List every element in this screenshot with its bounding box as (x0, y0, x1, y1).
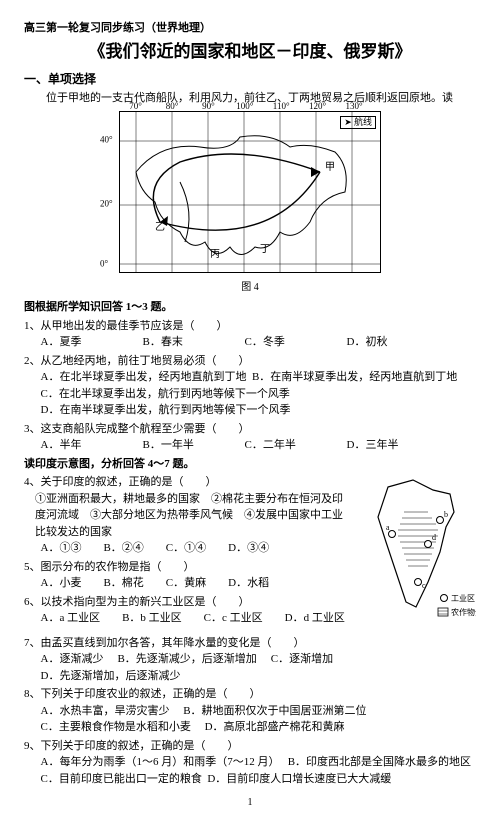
svg-text:丁: 丁 (260, 244, 270, 255)
question-text: 4、关于印度的叙述，正确的是（ ） (24, 474, 350, 491)
svg-text:d: d (432, 533, 436, 542)
question-7: 7、由孟买直线到加尔各答，其年降水量的变化是（ ） A．逐渐减少 B．先逐渐减少… (24, 635, 476, 685)
option-d: D．目前印度人口增长速度已大大减缓 (207, 773, 391, 785)
question-8: 8、下列关于印度农业的叙述，正确的是（ ） A．水热丰富，旱涝灾害少 B．耕地面… (24, 686, 476, 736)
map-frame: 70° 80° 90° 100° 110° 120° 130° 40° 20° … (119, 111, 381, 273)
map-caption: 图 4 (24, 280, 476, 295)
question-text: 2、从乙地经丙地，前往丁地贸易必须（ ） (24, 353, 476, 370)
svg-text:农作物分布区: 农作物分布区 (451, 607, 476, 617)
question-5: 5、图示分布的农作物是指（ ） A．小麦 B．棉花 C．黄麻 D．水稻 (24, 559, 350, 592)
option-a: A．①③ (41, 540, 82, 557)
option-b: B．春末 (143, 334, 223, 351)
option-c: C．逐渐增加 (271, 651, 333, 668)
option-b: B．先逐渐减少，后逐渐增加 (117, 651, 256, 668)
option-d: D．在南半球夏季出发，航行到丙地等候下一个风季 (41, 402, 477, 419)
question-text: 3、这支商船队完成整个航程至少需要（ ） (24, 421, 476, 438)
option-c: C．黄麻 (166, 575, 206, 592)
option-b: B．耕地面积仅次于中国居亚洲第二位 (183, 705, 366, 717)
option-b: B．在南半球夏季出发，经丙地直航到丁地 (252, 371, 457, 383)
india-svg: a b c d 工业区 农作物分布区 (358, 472, 476, 627)
lat-label: 20° (100, 198, 113, 212)
page-title: 《我们邻近的国家和地区－印度、俄罗斯》 (24, 39, 476, 65)
map-svg: 甲 乙 丙 丁 (120, 112, 380, 272)
question-text: 9、下列关于印度的叙述，正确的是（ ） (24, 738, 476, 755)
option-d: D．水稻 (228, 575, 269, 592)
option-a: A．夏季 (41, 334, 121, 351)
option-b: B．棉花 (103, 575, 143, 592)
lat-label: 40° (100, 134, 113, 148)
question-2: 2、从乙地经丙地，前往丁地贸易必须（ ） A．在北半球夏季出发，经丙地直航到丁地… (24, 353, 476, 419)
svg-text:丙: 丙 (210, 249, 220, 260)
option-a: A．半年 (41, 437, 121, 454)
option-c: C．目前印度已能出口一定的粮食 (41, 773, 202, 785)
option-a: A．水热丰富，旱涝灾害少 (41, 705, 170, 717)
svg-text:b: b (444, 510, 448, 519)
svg-text:甲: 甲 (325, 162, 335, 173)
question-body: ①亚洲面积最大，耕地最多的国家 ②棉花主要分布在恒河及印度河流域 ③大部分地区为… (35, 491, 350, 541)
option-row: A．半年 B．一年半 C．二年半 D．三年半 (41, 437, 477, 454)
question-text: 5、图示分布的农作物是指（ ） (24, 559, 350, 576)
section-heading: 一、单项选择 (24, 70, 476, 88)
option-line: A．在北半球夏季出发，经丙地直航到丁地 B．在南半球夏季出发，经丙地直航到丁地 (41, 369, 477, 386)
question-text: 6、以技术指向型为主的新兴工业区是（ ） (24, 594, 350, 611)
option-d: D．初秋 (347, 334, 427, 351)
option-line: C．主要粮食作物是水稻和小麦 D．高原北部盛产棉花和黄麻 (41, 719, 477, 736)
option-row: A．①③ B．②④ C．①④ D．③④ (41, 540, 351, 557)
lat-label: 0° (100, 257, 108, 271)
option-b: B．印度西北部是全国降水最多的地区 (288, 756, 471, 768)
option-a: A．在北半球夏季出发，经丙地直航到丁地 (41, 371, 247, 383)
option-b: B．②④ (103, 540, 143, 557)
option-line: A．每年分为雨季（1～6 月）和雨季（7～12 月） B．印度西北部是全国降水最… (41, 754, 477, 771)
page-number: 1 (24, 795, 476, 810)
option-b: B．一年半 (143, 437, 223, 454)
option-c: C．c 工业区 (204, 610, 263, 627)
option-a: A．a 工业区 (41, 610, 101, 627)
option-c: C．主要粮食作物是水稻和小麦 (41, 721, 191, 733)
option-a: A．逐渐减少 (41, 651, 104, 668)
question-text: 1、从甲地出发的最佳季节应该是（ ） (24, 318, 476, 335)
svg-text:乙: 乙 (155, 221, 165, 233)
question-6: 6、以技术指向型为主的新兴工业区是（ ） A．a 工业区 B．b 工业区 C．c… (24, 594, 350, 627)
option-line: C．目前印度已能出口一定的粮食 D．目前印度人口增长速度已大大减缓 (41, 771, 477, 788)
option-c: C．在北半球夏季出发，航行到丙地等候下一个风季 (41, 386, 477, 403)
option-d: D．三年半 (347, 437, 427, 454)
option-c: C．二年半 (245, 437, 325, 454)
question-9: 9、下列关于印度的叙述，正确的是（ ） A．每年分为雨季（1～6 月）和雨季（7… (24, 738, 476, 788)
svg-text:a: a (386, 523, 390, 532)
option-line: A．水热丰富，旱涝灾害少 B．耕地面积仅次于中国居亚洲第二位 (41, 703, 477, 720)
option-d: D．高原北部盛产棉花和黄麻 (205, 721, 345, 733)
question-text: 7、由孟买直线到加尔各答，其年降水量的变化是（ ） (24, 635, 476, 652)
option-a: A．每年分为雨季（1～6 月）和雨季（7～12 月） (41, 756, 274, 768)
india-map: a b c d 工业区 农作物分布区 (358, 472, 476, 633)
option-row: A．夏季 B．春末 C．冬季 D．初秋 (41, 334, 477, 351)
question-1: 1、从甲地出发的最佳季节应该是（ ） A．夏季 B．春末 C．冬季 D．初秋 (24, 318, 476, 351)
option-a: A．小麦 (41, 575, 82, 592)
group-prompt-1: 图根据所学知识回答 1～3 题。 (24, 299, 476, 316)
question-4: 4、关于印度的叙述，正确的是（ ） ①亚洲面积最大，耕地最多的国家 ②棉花主要分… (24, 474, 350, 557)
option-b: B．b 工业区 (122, 610, 182, 627)
header-line: 高三第一轮复习同步练习（世界地理） (24, 20, 476, 37)
option-d: D．先逐渐增加，后逐渐减少 (41, 668, 181, 685)
option-c: C．①④ (166, 540, 206, 557)
option-d: D．③④ (228, 540, 269, 557)
option-c: C．冬季 (245, 334, 325, 351)
question-text: 8、下列关于印度农业的叙述，正确的是（ ） (24, 686, 476, 703)
option-row: A．小麦 B．棉花 C．黄麻 D．水稻 (41, 575, 351, 592)
svg-text:c: c (422, 581, 426, 590)
option-d: D．d 工业区 (285, 610, 345, 627)
option-row: A．a 工业区 B．b 工业区 C．c 工业区 D．d 工业区 (41, 610, 351, 627)
option-row: A．逐渐减少 B．先逐渐减少，后逐渐增加 C．逐渐增加 D．先逐渐增加，后逐渐减… (41, 651, 477, 684)
svg-text:工业区: 工业区 (451, 593, 475, 603)
group-prompt-2: 读印度示意图，分析回答 4～7 题。 (24, 456, 476, 473)
map-figure: 70° 80° 90° 100° 110° 120° 130° 40° 20° … (24, 111, 476, 296)
question-3: 3、这支商船队完成整个航程至少需要（ ） A．半年 B．一年半 C．二年半 D．… (24, 421, 476, 454)
